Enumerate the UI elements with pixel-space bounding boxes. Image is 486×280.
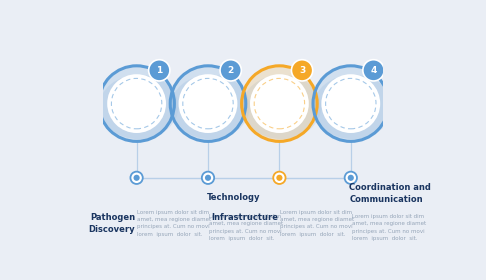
Circle shape — [205, 175, 211, 181]
Text: Lorem ipsum dolor sit dim
amet, mea regione diamet
principes at. Cum no movi
lor: Lorem ipsum dolor sit dim amet, mea regi… — [352, 214, 426, 241]
Ellipse shape — [171, 75, 250, 139]
Text: Lorem ipsum dolor sit dim
amet, mea regione diamet
principes at. Cum no movi
lor: Lorem ipsum dolor sit dim amet, mea regi… — [279, 210, 354, 237]
Circle shape — [134, 175, 139, 181]
Circle shape — [130, 172, 143, 184]
Circle shape — [242, 66, 317, 141]
Circle shape — [99, 66, 174, 141]
Text: 1: 1 — [156, 66, 162, 75]
Circle shape — [107, 74, 166, 133]
Circle shape — [321, 74, 380, 133]
Ellipse shape — [99, 75, 178, 139]
Circle shape — [250, 74, 309, 133]
Text: 2: 2 — [227, 66, 234, 75]
Circle shape — [178, 74, 237, 133]
Text: 4: 4 — [370, 66, 377, 75]
Circle shape — [313, 66, 389, 141]
Text: Lorem ipsum dolor sit dim
amet, mea regione diamet
principes at. Cum no movi
lor: Lorem ipsum dolor sit dim amet, mea regi… — [209, 214, 283, 241]
Text: Pathogen
Discovery: Pathogen Discovery — [88, 213, 135, 234]
Circle shape — [347, 175, 354, 181]
Circle shape — [273, 172, 286, 184]
Circle shape — [149, 60, 170, 81]
Text: Lorem ipsum dolor sit dim
amet, mea regione diamet
principes at. Cum no movi
lor: Lorem ipsum dolor sit dim amet, mea regi… — [137, 210, 211, 237]
Text: Coordination and
Communication: Coordination and Communication — [349, 183, 431, 204]
Circle shape — [202, 172, 214, 184]
Circle shape — [170, 66, 246, 141]
Circle shape — [292, 60, 312, 81]
Ellipse shape — [313, 75, 393, 139]
Text: Infrastructure: Infrastructure — [211, 213, 278, 222]
Ellipse shape — [242, 75, 321, 139]
Circle shape — [363, 60, 384, 81]
Circle shape — [277, 175, 282, 181]
Text: 3: 3 — [299, 66, 305, 75]
Circle shape — [220, 60, 242, 81]
Text: Technology: Technology — [207, 193, 260, 202]
Circle shape — [345, 172, 357, 184]
